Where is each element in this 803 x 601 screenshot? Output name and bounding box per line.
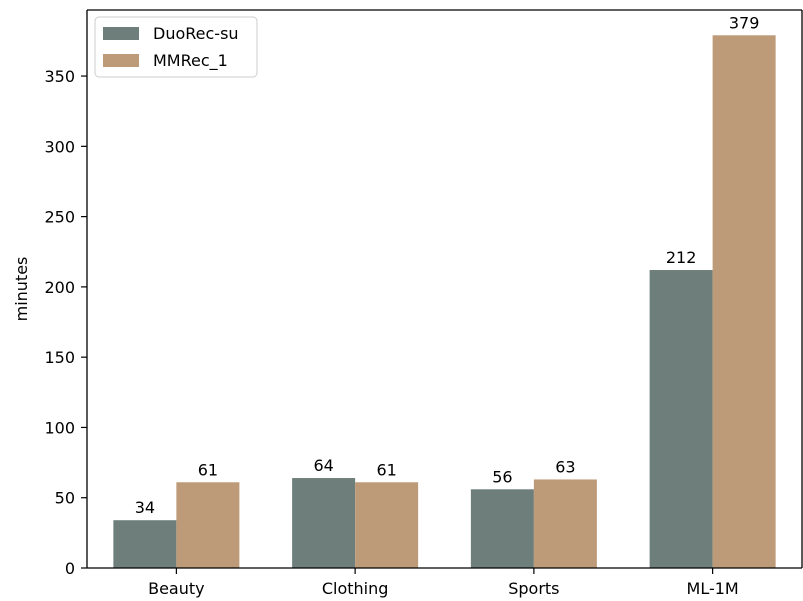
bar-value-label: 61 — [376, 460, 396, 479]
legend: DuoRec-su MMRec_1 — [94, 16, 258, 78]
bar-duorec-su-ml-1m — [649, 270, 713, 568]
bar-value-label: 34 — [135, 498, 155, 517]
bar-duorec-su-sports — [470, 489, 534, 568]
y-tick-label: 0 — [65, 559, 75, 578]
y-tick-label: 300 — [44, 137, 75, 156]
bar-mmrec-1-ml-1m — [712, 35, 776, 569]
bar-value-label: 379 — [729, 13, 760, 32]
y-tick-label: 50 — [55, 489, 75, 508]
bar-mmrec-1-beauty — [176, 482, 240, 568]
y-tick-label: 100 — [44, 418, 75, 437]
bar-mmrec-1-sports — [533, 479, 597, 568]
bar-value-label: 63 — [555, 457, 575, 476]
legend-entry-label: MMRec_1 — [153, 51, 228, 71]
bar-duorec-su-beauty — [113, 520, 177, 568]
x-tick-label: Sports — [508, 579, 559, 598]
x-tick-label: Beauty — [148, 579, 205, 598]
bar-value-label: 56 — [492, 467, 512, 486]
bar-value-label: 61 — [198, 460, 218, 479]
y-tick-label: 150 — [44, 348, 75, 367]
y-tick-label: 250 — [44, 208, 75, 227]
x-tick-label: Clothing — [322, 579, 389, 598]
x-axis-ticks: Beauty Clothing Sports ML-1M — [148, 568, 739, 598]
legend-swatch — [103, 27, 139, 40]
axes — [86, 9, 803, 569]
y-tick-label: 350 — [44, 67, 75, 86]
bar-mmrec-1-clothing — [355, 482, 419, 568]
y-axis-label: minutes — [12, 257, 31, 322]
bar-value-label: 212 — [666, 248, 697, 267]
bar-value-label: 64 — [313, 456, 333, 475]
x-tick-label: ML-1M — [687, 579, 739, 598]
legend-entry-label: DuoRec-su — [153, 24, 239, 43]
data-labels-layer: 34 64 56 212 61 61 63 379 — [135, 13, 760, 517]
y-tick-label: 200 — [44, 278, 75, 297]
bar-duorec-su-clothing — [292, 478, 356, 568]
bars-layer — [113, 35, 776, 569]
legend-swatch — [103, 54, 139, 67]
y-axis-ticks: 0 50 100 150 200 250 300 350 — [44, 67, 87, 578]
